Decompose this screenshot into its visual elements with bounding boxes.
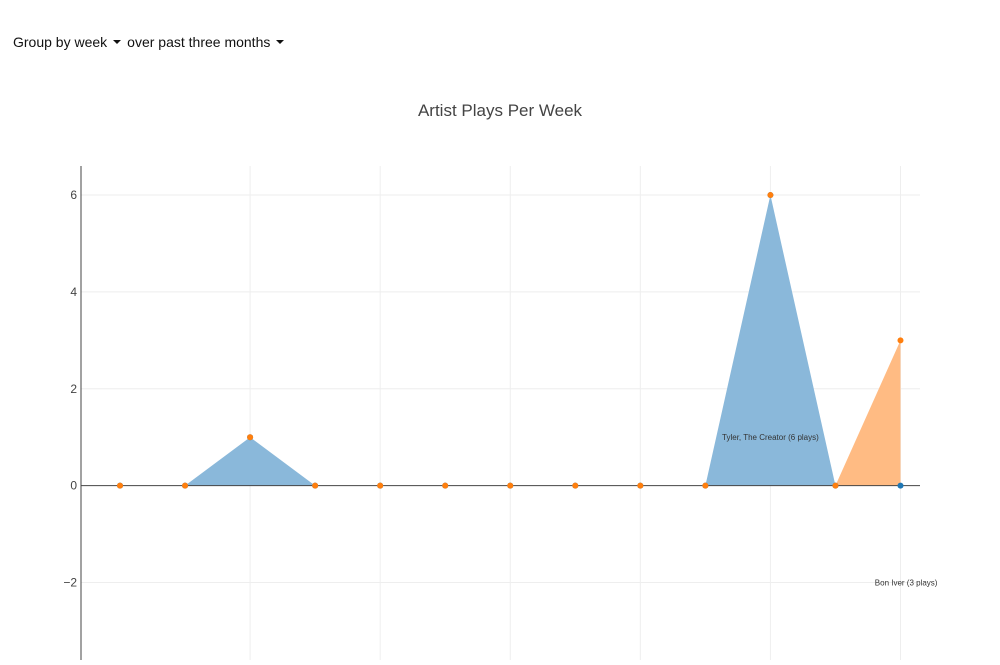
chevron-down-icon <box>276 40 285 44</box>
point-layer <box>117 192 904 489</box>
y-tick-label: 6 <box>70 188 77 202</box>
data-point <box>572 482 579 489</box>
data-point <box>832 482 839 489</box>
data-point <box>767 192 774 199</box>
chevron-down-icon <box>113 40 122 44</box>
plays-chart: Artist Plays Per Week −2 0 2 4 6 Tyler, The C… <box>63 101 938 660</box>
period-dropdown[interactable]: over past three months <box>127 34 285 50</box>
y-tick-label: 4 <box>70 285 77 299</box>
controls-bar: Group by week over past three months <box>13 34 285 50</box>
data-point <box>117 482 124 489</box>
data-point <box>442 482 449 489</box>
annotation-label: Tyler, The Creator (6 plays) <box>722 433 819 442</box>
data-point <box>702 482 709 489</box>
annotation-label: Bon Iver (3 plays) <box>875 579 938 588</box>
data-point <box>507 482 514 489</box>
group-by-dropdown[interactable]: Group by week <box>13 34 122 50</box>
chart-container: Artist Plays Per Week −2 0 2 4 6 Tyler, The C… <box>0 80 1000 660</box>
axis-layer <box>80 166 920 660</box>
data-point <box>637 482 644 489</box>
data-point <box>897 337 904 344</box>
period-label: over past three months <box>127 34 271 50</box>
series-area <box>120 195 901 486</box>
data-point <box>182 482 189 489</box>
chart-title: Artist Plays Per Week <box>418 101 583 120</box>
area-layer <box>120 195 901 486</box>
data-point <box>312 482 319 489</box>
group-by-label: Group by week <box>13 34 108 50</box>
data-point <box>897 482 904 489</box>
y-tick-label: 0 <box>70 479 77 493</box>
label-layer: −2 0 2 4 6 Tyler, The Creator (6 plays) Bon Iv… <box>63 188 938 589</box>
y-tick-label: −2 <box>63 576 77 590</box>
data-point <box>247 434 254 441</box>
y-tick-label: 2 <box>70 382 77 396</box>
data-point <box>377 482 384 489</box>
